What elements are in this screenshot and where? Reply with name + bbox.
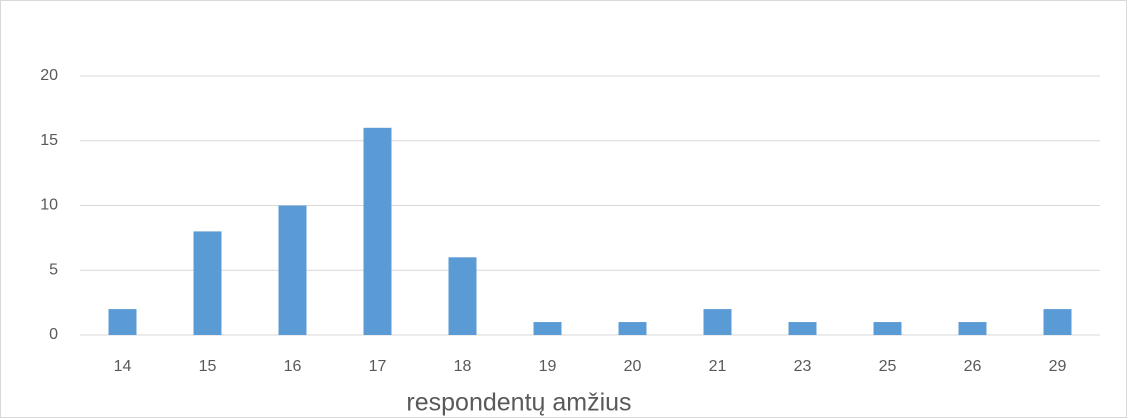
bar	[108, 309, 137, 335]
y-tick-label: 15	[40, 132, 58, 149]
bar	[873, 322, 902, 335]
bar	[703, 309, 732, 335]
bar	[363, 127, 392, 335]
bar	[618, 322, 647, 335]
x-tick-label: 23	[794, 358, 812, 375]
x-tick-label: 21	[709, 358, 727, 375]
x-axis-label: respondentų amžius	[406, 389, 631, 417]
x-tick-label: 16	[284, 358, 302, 375]
x-tick-label: 15	[199, 358, 217, 375]
bar	[448, 257, 477, 335]
x-tick-label: 20	[624, 358, 642, 375]
x-tick-label: 26	[964, 358, 982, 375]
y-tick-label: 10	[40, 197, 58, 214]
bar	[788, 322, 817, 335]
bar	[278, 205, 307, 335]
x-tick-label: 14	[114, 358, 132, 375]
x-tick-label: 19	[539, 358, 557, 375]
bar	[193, 231, 222, 335]
bar	[533, 322, 562, 335]
y-tick-label: 0	[49, 326, 58, 343]
y-tick-label: 20	[40, 67, 58, 84]
x-tick-label: 17	[369, 358, 387, 375]
bar	[958, 322, 987, 335]
x-tick-label: 25	[879, 358, 897, 375]
y-tick-label: 5	[49, 261, 58, 278]
x-tick-label: 29	[1049, 358, 1067, 375]
x-tick-label: 18	[454, 358, 472, 375]
bar	[1043, 309, 1072, 335]
